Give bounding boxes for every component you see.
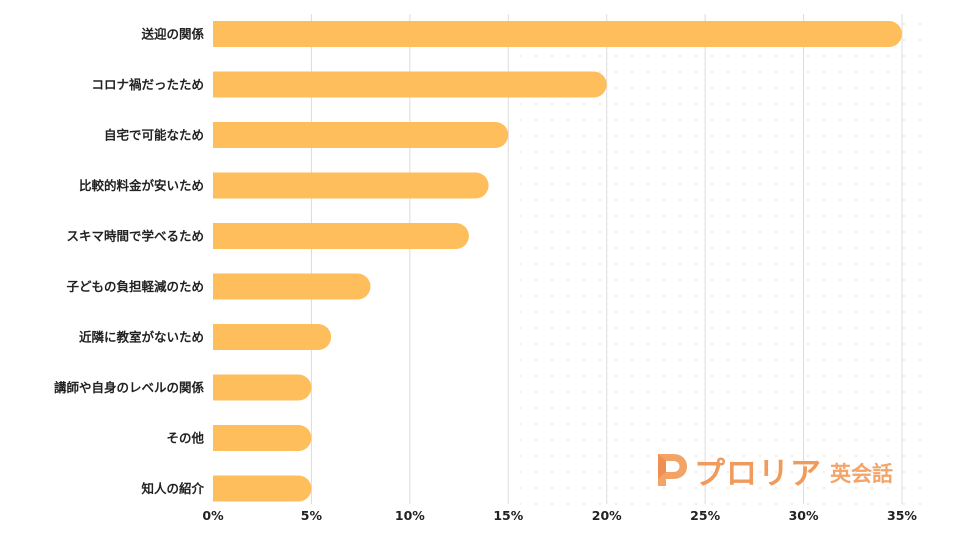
bar-left-cap (213, 223, 239, 249)
x-tick-label: 30% (789, 508, 819, 523)
bar-left-cap (213, 172, 239, 199)
bar (213, 324, 332, 350)
bar-left-cap (213, 122, 239, 148)
category-label: 自宅で可能なため (104, 128, 204, 143)
x-tick-label: 20% (592, 508, 622, 523)
bar-left-cap (213, 273, 239, 300)
category-label: 送迎の関係 (140, 27, 204, 42)
logo-p-mark-icon (658, 454, 687, 486)
bars (213, 21, 902, 502)
category-label: その他 (166, 431, 204, 446)
bar-left-cap (213, 475, 239, 502)
category-labels: 送迎の関係コロナ禍だったため自宅で可能なため比較的料金が安いためスキマ時間で学べ… (54, 27, 205, 497)
bar (213, 71, 607, 98)
bar-left-cap (213, 71, 239, 98)
logo-sub-text: 英会話 (830, 462, 893, 486)
x-tick-label: 0% (202, 508, 224, 523)
x-tick-label: 25% (690, 508, 720, 523)
logo-main-text: プロリア (694, 455, 822, 492)
bar (213, 21, 902, 47)
bar (213, 223, 469, 249)
bar (213, 273, 371, 300)
x-tick-label: 35% (887, 508, 917, 523)
bar (213, 122, 509, 148)
category-label: 知人の紹介 (140, 481, 204, 496)
category-label: スキマ時間で学べるため (66, 229, 204, 244)
brand-logo: プロリア 英会話 (654, 450, 893, 492)
category-label: 近隣に教室がないため (79, 330, 204, 345)
category-label: 子どもの負担軽減のため (66, 279, 204, 294)
x-tick-labels: 0% 5% 10% 15% 20% 25% 30% 35% (202, 508, 917, 523)
bar-left-cap (213, 21, 239, 47)
category-label: 講師や自身のレベルの関係 (54, 380, 205, 395)
category-label: コロナ禍だったため (91, 77, 204, 92)
bar (213, 172, 489, 199)
x-tick-label: 15% (493, 508, 523, 523)
x-tick-label: 5% (301, 508, 323, 523)
bar-left-cap (213, 324, 239, 350)
bar-left-cap (213, 374, 239, 401)
bar-left-cap (213, 425, 239, 451)
category-label: 比較的料金が安いため (79, 178, 204, 193)
x-tick-label: 10% (395, 508, 425, 523)
